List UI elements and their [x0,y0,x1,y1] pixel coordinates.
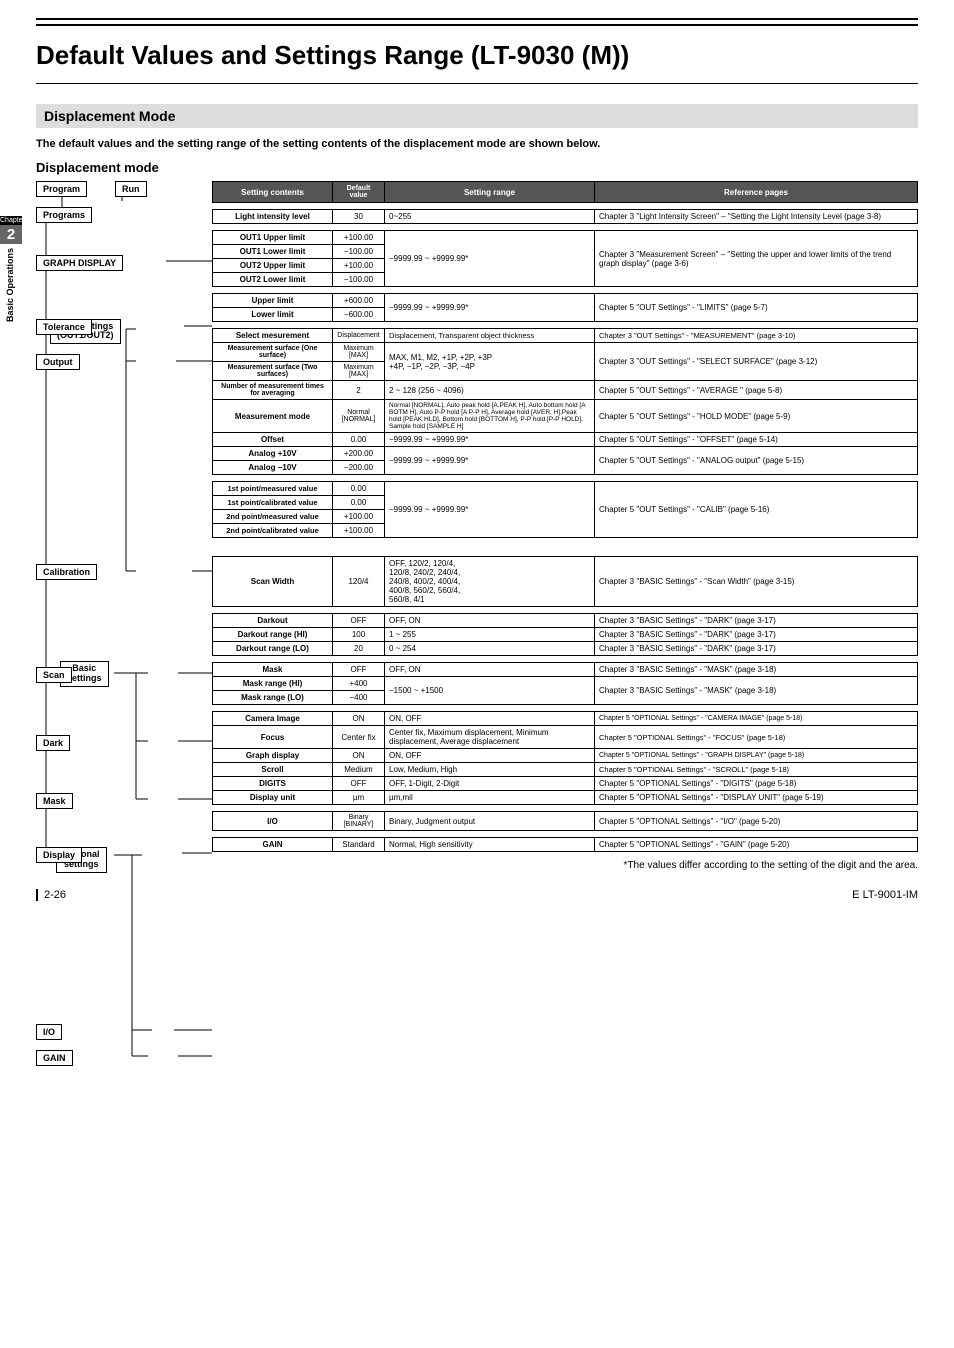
intro-text: The default values and the setting range… [36,138,918,150]
cell-rp: Chapter 3 "Light Intensity Screen" – "Se… [595,210,918,224]
page-title: Default Values and Settings Range (LT-90… [36,40,918,71]
node-scan: Scan [36,667,72,683]
subheading: Displacement mode [36,160,918,175]
node-dark: Dark [36,735,70,751]
node-graph-display: GRAPH DISPLAY [36,255,123,271]
hdr-setting-contents: Setting contents [213,182,333,203]
row-light: Light intensity level 30 0~255 Chapter 3… [213,210,918,224]
header-row: Setting contents Default value Setting r… [213,182,918,203]
cell-sr: 0~255 [385,210,595,224]
settings-table: Setting contents Default value Setting r… [212,181,918,852]
section-heading: Displacement Mode [36,104,918,128]
cell-dv: 30 [333,210,385,224]
footnote: *The values differ according to the sett… [36,860,918,871]
cell-sc: Light intensity level [213,210,333,224]
hierarchy-tree: Program Run Programs GRAPH DISPLAY OUT s… [36,181,212,852]
node-programs: Programs [36,207,92,223]
node-display: Display [36,847,82,863]
doc-ref: E LT-9001-IM [852,889,918,901]
hdr-setting-range: Setting range [385,182,595,203]
node-mask: Mask [36,793,73,809]
node-run: Run [115,181,147,197]
tree-connectors [36,181,212,1071]
node-tolerance: Tolerance [36,319,92,335]
node-output: Output [36,354,80,370]
hdr-default-value: Default value [333,182,385,203]
node-calibration: Calibration [36,564,97,580]
page-number: 2-26 [36,889,66,901]
node-io: I/O [36,1024,62,1040]
footer: 2-26 E LT-9001-IM [36,889,918,901]
node-program: Program [36,181,87,197]
node-gain: GAIN [36,1050,73,1066]
thin-rule [36,83,918,84]
top-rule [36,18,918,26]
row-out1-upper: OUT1 Upper limit +100.00 −9999.99 ~ +999… [213,231,918,245]
hdr-reference-pages: Reference pages [595,182,918,203]
